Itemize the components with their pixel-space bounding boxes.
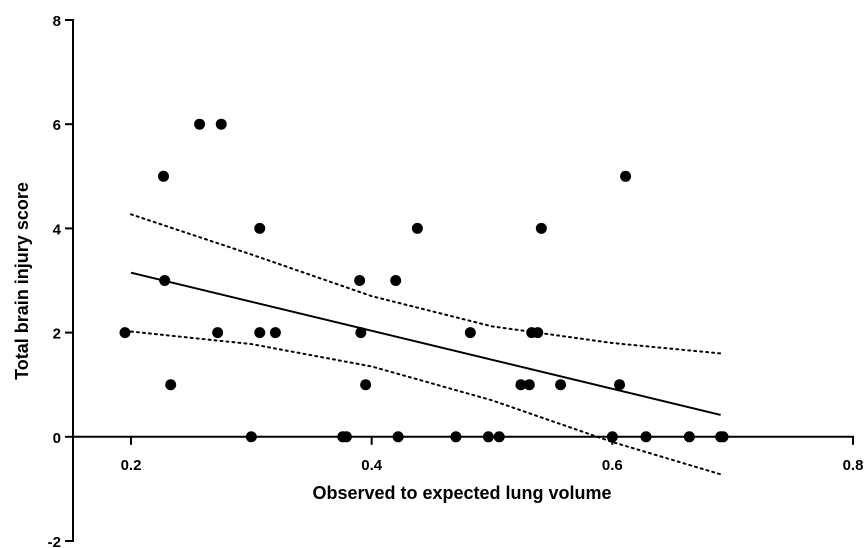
y-tick-label: -2 [48, 534, 61, 548]
x-tick-label: 0.8 [843, 457, 864, 474]
data-point [215, 118, 227, 130]
data-point [555, 379, 567, 391]
x-axis-ticks: 0.2 0.4 0.6 0.8 [121, 436, 864, 474]
data-point [245, 431, 257, 443]
data-point [482, 431, 494, 443]
y-tick-label: 8 [53, 13, 61, 30]
data-point [620, 170, 632, 182]
data-point [515, 379, 527, 391]
x-tick-label: 0.6 [602, 457, 623, 474]
data-point [640, 431, 652, 443]
data-point [269, 327, 281, 339]
x-tick-label: 0.2 [121, 457, 142, 474]
y-axis-title: Total brain injury score [12, 182, 32, 380]
data-points [119, 118, 729, 443]
y-tick-label: 0 [53, 430, 61, 447]
data-point [212, 327, 224, 339]
data-point [606, 431, 618, 443]
data-point [390, 275, 402, 286]
data-point [119, 327, 131, 339]
data-point [355, 327, 367, 339]
data-point [411, 222, 423, 234]
data-point [254, 327, 266, 339]
x-tick-label: 0.4 [361, 457, 383, 474]
y-tick-label: 4 [53, 221, 62, 238]
data-point [493, 431, 505, 443]
confidence-band-upper [130, 213, 722, 355]
confidence-band-lower [130, 330, 722, 476]
data-point [523, 379, 535, 391]
data-point [340, 431, 352, 443]
y-tick-label: 2 [53, 326, 61, 343]
data-point [532, 327, 544, 339]
data-point [392, 431, 404, 443]
x-axis-title: Observed to expected lung volume [312, 483, 611, 503]
data-point [254, 222, 266, 234]
data-point [450, 431, 462, 443]
data-point [683, 431, 695, 443]
data-point [464, 327, 476, 339]
y-axis-ticks: -2 0 2 4 6 8 [48, 13, 73, 548]
data-point [717, 431, 729, 443]
data-point [165, 379, 177, 391]
confidence-band [130, 213, 722, 476]
regression-fit-line [130, 271, 721, 416]
data-point [157, 170, 169, 182]
regression-line [130, 271, 721, 416]
data-point [194, 118, 206, 130]
data-point [614, 379, 626, 391]
data-point [535, 222, 547, 234]
data-point [360, 379, 372, 391]
data-point [354, 275, 366, 286]
data-point [159, 275, 171, 286]
y-tick-label: 6 [53, 117, 61, 134]
